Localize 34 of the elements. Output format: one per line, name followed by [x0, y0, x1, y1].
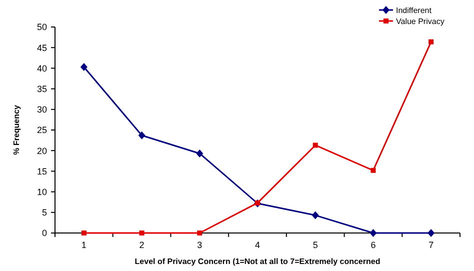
point	[80, 62, 88, 71]
point	[370, 168, 376, 173]
point	[197, 230, 202, 236]
point	[428, 229, 435, 237]
legend-label: Value Privacy	[396, 16, 444, 26]
y-tick-label: 10	[36, 186, 47, 197]
point	[312, 211, 319, 220]
y-tick-label: 15	[36, 166, 47, 176]
x-tick-label: 5	[312, 240, 318, 250]
point	[81, 230, 86, 236]
y-tick-label: 25	[36, 125, 47, 136]
y-tick-label: 5	[42, 208, 47, 218]
point	[428, 39, 434, 44]
y-tick-label: 30	[36, 104, 47, 115]
x-tick-label: 4	[254, 240, 260, 250]
x-tick-label: 1	[81, 240, 86, 250]
y-axis-title: % Frequency	[12, 104, 21, 155]
legend-label: Indifferent	[396, 6, 432, 15]
y-tick-label: 45	[36, 42, 47, 53]
point	[370, 229, 377, 237]
point	[139, 230, 144, 236]
x-axis-title: Level of Privacy Concern (1=Not at all to 7=Extremely concerned	[134, 257, 380, 266]
y-tick-label: 40	[36, 63, 47, 74]
point	[138, 131, 146, 140]
x-tick-label: 2	[139, 240, 144, 250]
y-tick-label: 50	[36, 22, 47, 32]
y-tick-label: 20	[36, 146, 47, 156]
y-tick-label: 0	[42, 228, 47, 238]
y-tick-label: 35	[36, 84, 47, 94]
x-tick-label: 3	[197, 240, 202, 250]
x-tick-label: 6	[370, 240, 376, 250]
x-tick-label: 7	[428, 240, 434, 250]
point	[312, 142, 318, 148]
point	[196, 149, 204, 158]
